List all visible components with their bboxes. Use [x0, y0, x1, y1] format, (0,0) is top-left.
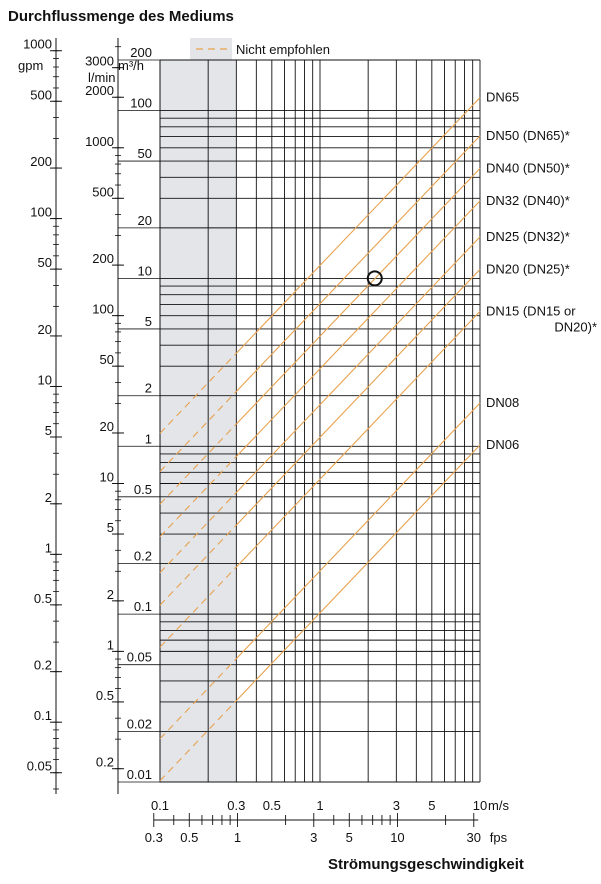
operating-point-marker — [366, 270, 383, 287]
m3h-tick-label: 2 — [145, 381, 152, 396]
gpm-axis-tick-label: 0.1 — [34, 708, 52, 723]
ms-tick-label: 0.5 — [263, 798, 281, 813]
series-label-dn20-dn25: DN20 (DN25)* — [486, 261, 570, 276]
gpm-axis-tick-label: 50 — [38, 255, 52, 270]
dn-line-dn25-dn32 — [235, 236, 481, 493]
gpm-axis-tick-label: 10 — [38, 372, 52, 387]
chart-title: Durchflussmenge des Mediums — [8, 8, 234, 25]
legend-label: Nicht empfohlen — [236, 42, 330, 57]
series-label-dn06: DN06 — [486, 437, 519, 452]
ms-axis-label: m/s — [488, 798, 509, 813]
gpm-axis-tick-label: 2 — [45, 490, 52, 505]
series-label-dn32-dn40: DN32 (DN40)* — [486, 193, 570, 208]
m3h-axis-label: m³/h — [118, 58, 144, 73]
dn-line-dashed-dn15-dn15-or-dn20 — [159, 566, 237, 648]
gpm-axis-tick-label: 0.2 — [34, 658, 52, 673]
dn-line-dn06 — [235, 444, 481, 701]
series-label-dn40-dn50: DN40 (DN50)* — [486, 160, 570, 175]
fps-tick-label: 0.5 — [180, 830, 198, 845]
gpm-axis-tick-label: 0.5 — [34, 591, 52, 606]
not-recommended-zone — [160, 60, 237, 782]
ms-tick-label: 10 — [473, 798, 487, 813]
gpm-axis-tick-label: 0.05 — [27, 759, 52, 774]
dn-line-dn32-dn40 — [235, 200, 481, 457]
series-label-dn50-dn65: DN50 (DN65)* — [486, 128, 570, 143]
dn-line-dn50-dn65 — [235, 135, 481, 392]
m3h-tick-label: 100 — [130, 96, 152, 111]
lmin-axis-tick-label: 500 — [92, 184, 114, 199]
lmin-axis-tick-label: 200 — [92, 251, 114, 266]
fps-tick-label: 5 — [346, 830, 353, 845]
ms-tick-label: 5 — [428, 798, 435, 813]
dn-line-dashed-dn32-dn40 — [159, 456, 237, 538]
gpm-axis-tick-label: 500 — [30, 87, 52, 102]
lmin-axis-tick-label: 5 — [107, 520, 114, 535]
m3h-tick-label: 1 — [145, 431, 152, 446]
fps-tick-label: 30 — [467, 830, 481, 845]
m3h-tick-label: 0.2 — [134, 549, 152, 564]
dn-line-dn15-dn15-or-dn20 — [235, 310, 481, 568]
dn-line-dashed-dn65 — [159, 352, 237, 434]
dn-line-dn08 — [235, 402, 481, 660]
lmin-axis-label: l/min — [88, 70, 115, 85]
series-label-dn15-dn15-or-dn20: DN15 (DN15 or — [486, 303, 576, 318]
m3h-tick-label: 0.1 — [134, 599, 152, 614]
m3h-tick-label: 0.01 — [127, 767, 152, 782]
m3h-tick-label: 0.02 — [127, 716, 152, 731]
lmin-axis-tick-label: 0.2 — [96, 755, 114, 770]
dn-line-dashed-dn08 — [159, 658, 237, 740]
dn-line-dn40-dn50 — [235, 167, 481, 425]
dn-line-dashed-dn20-dn25 — [159, 524, 237, 606]
gpm-axis-tick-label: 100 — [30, 205, 52, 220]
gpm-axis-tick-label: 1000 — [23, 37, 52, 52]
fps-tick-label: 0.3 — [145, 830, 163, 845]
lmin-axis-tick-label: 2 — [107, 587, 114, 602]
m3h-tick-label: 50 — [138, 146, 152, 161]
lmin-axis-tick-label: 1 — [107, 637, 114, 652]
gpm-axis-tick-label: 1 — [45, 540, 52, 555]
lmin-axis-tick-label: 3000 — [85, 54, 114, 69]
lmin-axis-tick-label: 0.5 — [96, 688, 114, 703]
lmin-axis-tick-label: 1000 — [85, 134, 114, 149]
series-label-dn65: DN65 — [486, 90, 519, 105]
lmin-axis-tick-label: 2000 — [85, 83, 114, 98]
dn-line-dn65 — [235, 97, 481, 354]
dn-line-dashed-dn40-dn50 — [159, 423, 237, 505]
lmin-axis-tick-label: 10 — [100, 470, 114, 485]
gpm-axis-tick-label: 200 — [30, 154, 52, 169]
gpm-axis-label: gpm — [18, 58, 43, 73]
series-label-dn25-dn32: DN25 (DN32)* — [486, 229, 570, 244]
lmin-axis-tick-label: 50 — [100, 352, 114, 367]
gpm-axis-tick-label: 20 — [38, 322, 52, 337]
m3h-tick-label: 0.5 — [134, 482, 152, 497]
ms-tick-label: 1 — [316, 798, 323, 813]
ms-tick-label: 3 — [393, 798, 400, 813]
dn-line-dashed-dn25-dn32 — [159, 492, 237, 574]
m3h-tick-label: 200 — [130, 45, 152, 60]
fps-tick-label: 1 — [234, 830, 241, 845]
lmin-axis-tick-label: 20 — [100, 419, 114, 434]
m3h-tick-label: 20 — [138, 213, 152, 228]
dn-line-dn20-dn25 — [235, 269, 481, 526]
m3h-tick-label: 5 — [145, 314, 152, 329]
dn-line-dashed-dn50-dn65 — [159, 391, 237, 472]
gpm-axis-tick-label: 5 — [45, 423, 52, 438]
series-label-dn08: DN08 — [486, 395, 519, 410]
x-axis-title: Strömungsgeschwindigkeit — [328, 856, 524, 873]
ms-tick-label: 0.3 — [227, 798, 245, 813]
fps-tick-label: 10 — [390, 830, 404, 845]
fps-axis-label: fps — [490, 830, 508, 845]
dn-line-dashed-dn06 — [159, 700, 237, 782]
lmin-axis-tick-label: 100 — [92, 302, 114, 317]
ms-tick-label: 0.1 — [151, 798, 169, 813]
series-label-dn15-dn15-or-dn20: DN20)* — [554, 319, 597, 334]
m3h-tick-label: 0.05 — [127, 650, 152, 665]
fps-tick-label: 3 — [310, 830, 317, 845]
m3h-tick-label: 10 — [138, 263, 152, 278]
